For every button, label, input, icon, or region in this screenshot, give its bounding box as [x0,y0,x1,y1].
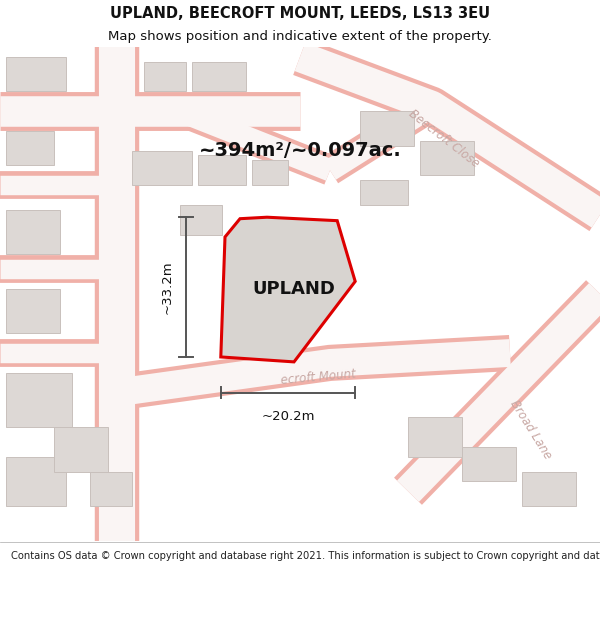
Bar [252,161,288,185]
Bar [90,471,132,506]
Bar [180,205,222,234]
Text: Broad Lane: Broad Lane [508,398,554,461]
Text: ecroft Mount: ecroft Mount [280,368,356,388]
Bar [360,180,408,205]
Text: UPLAND, BEECROFT MOUNT, LEEDS, LS13 3EU: UPLAND, BEECROFT MOUNT, LEEDS, LS13 3EU [110,6,490,21]
Bar [462,447,516,481]
Bar [192,62,246,91]
Text: Beecroft Close: Beecroft Close [406,107,482,170]
Bar [420,141,474,175]
Bar [54,427,108,471]
Polygon shape [221,217,355,362]
Bar [132,151,192,185]
Bar [6,372,72,427]
Bar [198,156,246,185]
Bar [6,131,54,166]
Bar [6,57,66,91]
Bar [6,210,60,254]
Text: Contains OS data © Crown copyright and database right 2021. This information is : Contains OS data © Crown copyright and d… [11,551,600,561]
Text: ~394m²/~0.097ac.: ~394m²/~0.097ac. [199,141,401,160]
Text: ~33.2m: ~33.2m [160,260,173,314]
Bar [360,111,414,146]
Bar [6,457,66,506]
Bar [522,471,576,506]
Text: ~20.2m: ~20.2m [261,410,315,422]
Text: UPLAND: UPLAND [253,280,335,298]
Bar [408,418,462,457]
Bar [144,62,186,91]
Text: Map shows position and indicative extent of the property.: Map shows position and indicative extent… [108,30,492,43]
Bar [6,289,60,333]
